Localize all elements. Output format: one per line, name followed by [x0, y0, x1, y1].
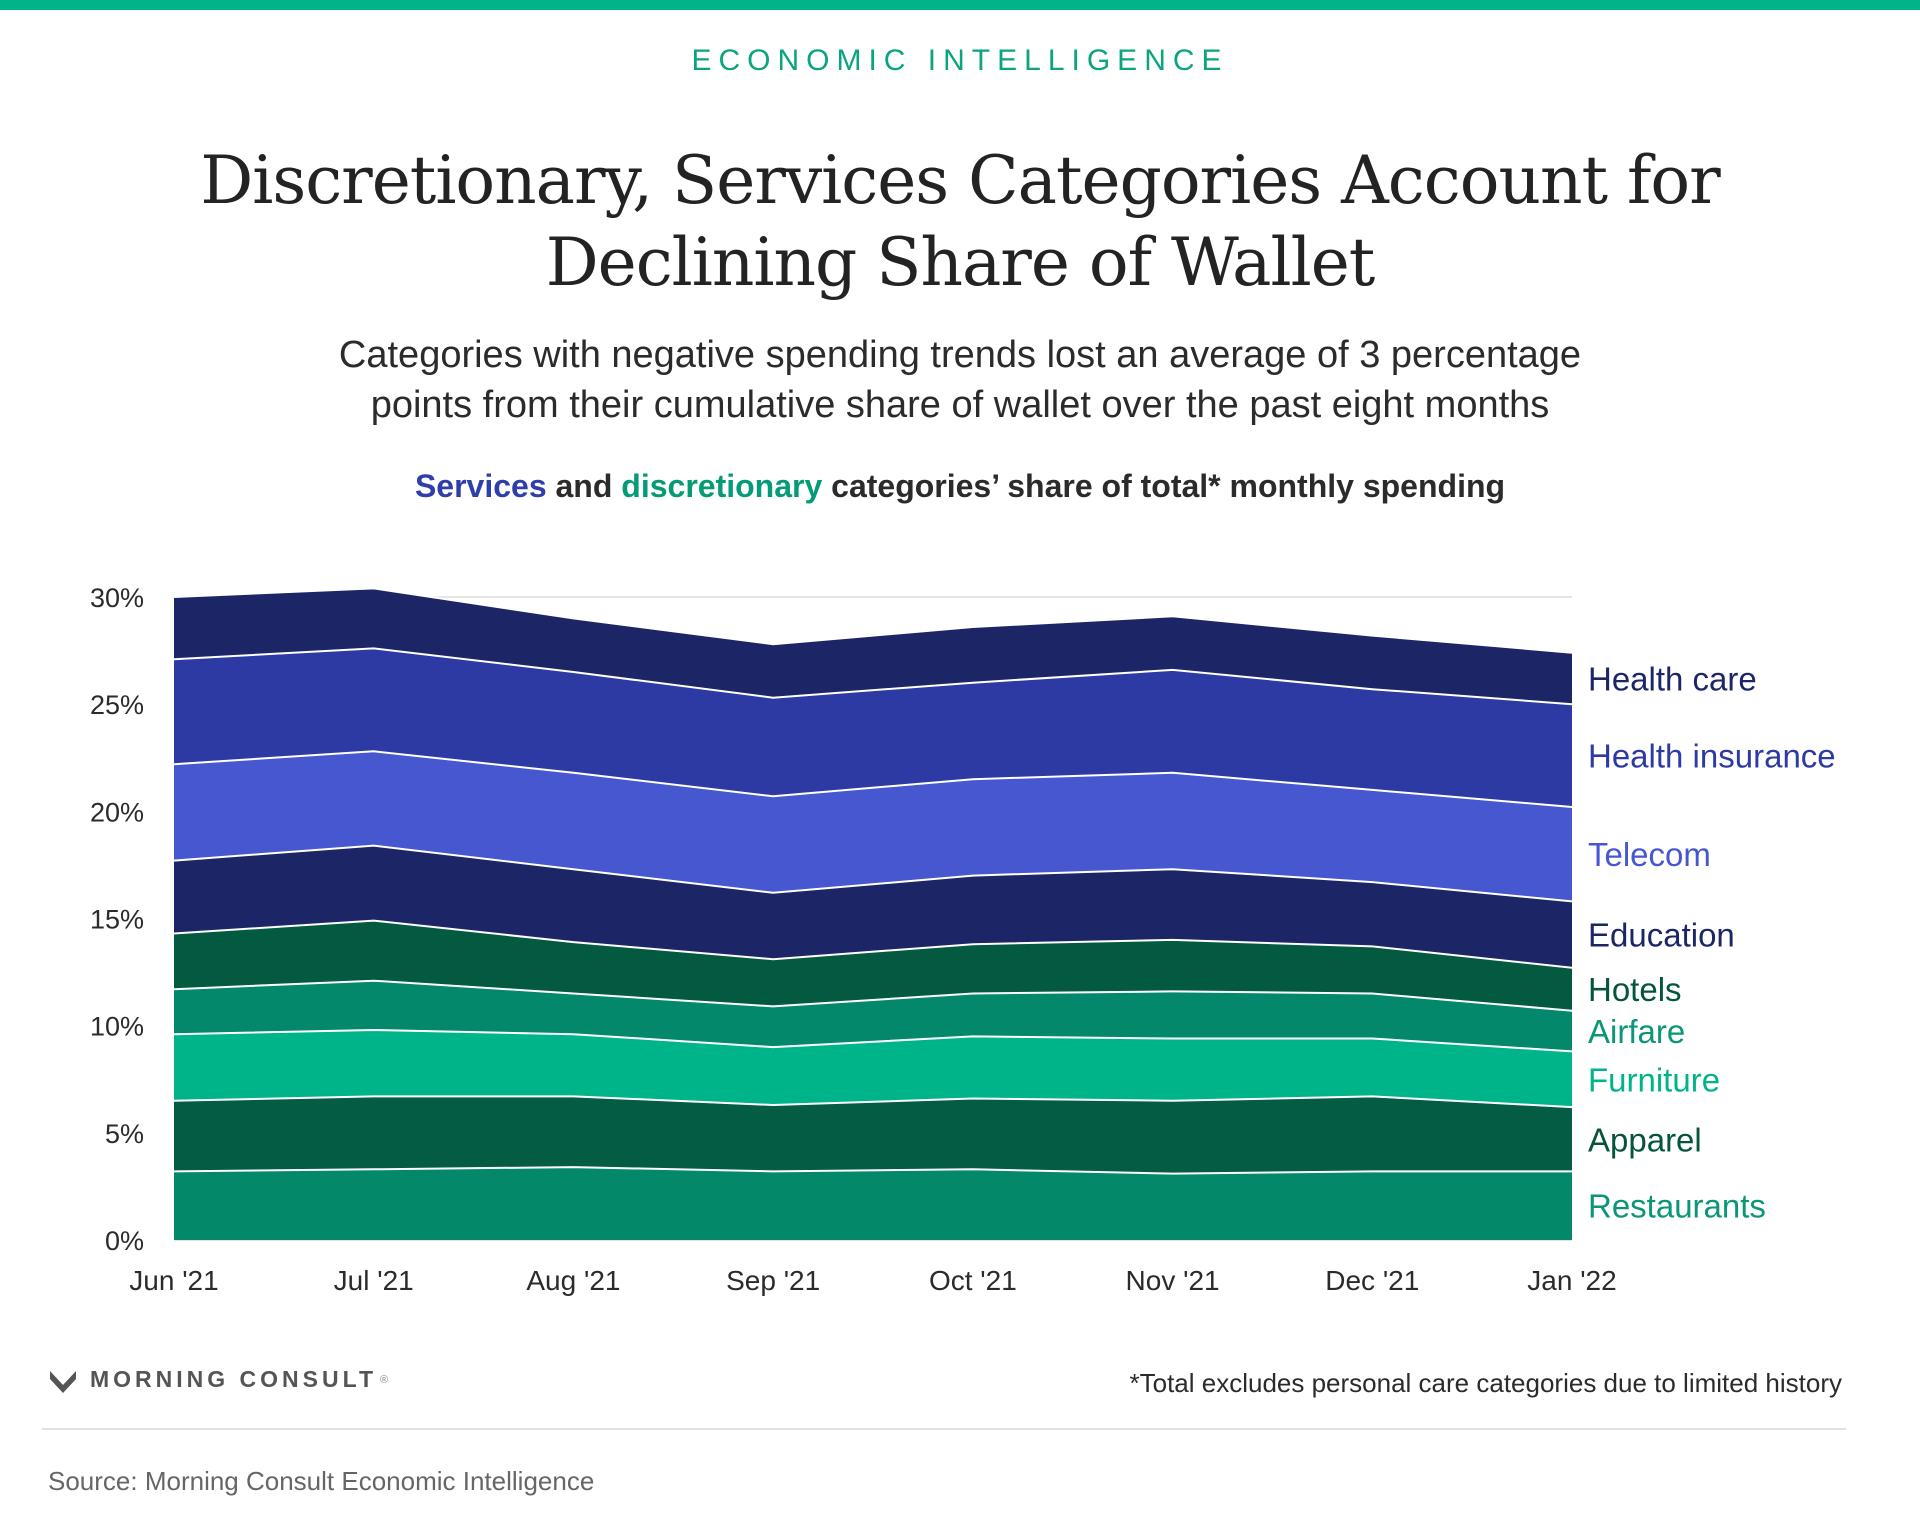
heading-rest: categories’ share of total* monthly spen… — [822, 468, 1506, 504]
y-tick-label: 15% — [90, 905, 144, 935]
separator-line — [173, 844, 1573, 903]
series-label-restaurants: Restaurants — [1588, 1188, 1766, 1225]
area-layer — [174, 588, 1572, 1240]
separator-line — [173, 1166, 1572, 1175]
y-tick-label: 20% — [90, 797, 144, 827]
stacked-area-chart: 0% 5% 10% 15% 20% 25% 30% Jun '21 Jul '21 Aug '2… — [90, 583, 1836, 1296]
area-health-care — [174, 588, 1572, 705]
x-tick-label: Jun '21 — [129, 1265, 218, 1296]
series-label-furniture: Furniture — [1588, 1061, 1720, 1098]
series-labels: Restaurants Apparel Furniture Airfare Hotels… — [1588, 660, 1836, 1224]
chart-title: Discretionary, Services Categories Accou… — [160, 140, 1760, 304]
chart-subtitle-line-1: Categories with negative spending trends… — [338, 334, 1582, 376]
separator-line — [173, 919, 1573, 969]
x-tick-label: Oct '21 — [929, 1265, 1017, 1296]
area-restaurants — [174, 1167, 1572, 1240]
area-airfare — [174, 980, 1572, 1052]
footnote: *Total excludes personal care categories… — [1129, 1368, 1843, 1398]
y-tick-label: 0% — [105, 1226, 144, 1256]
x-axis-ticks: Jun '21 Jul '21 Aug '21 Sep '21 Oct '21 Nov '… — [129, 1265, 1616, 1296]
brand-logo: MORNING CONSULT ® — [48, 1366, 388, 1393]
y-tick-label: 5% — [105, 1119, 144, 1149]
morning-consult-logo-icon — [50, 1370, 76, 1393]
y-tick-label: 30% — [90, 583, 144, 613]
area-hotels — [174, 920, 1572, 1011]
x-tick-label: Jan '22 — [1527, 1265, 1616, 1296]
chart-subtitle-line-2: points from their cumulative share of wa… — [370, 384, 1550, 426]
separator-line — [173, 647, 1573, 706]
separator-line-layer — [173, 587, 1573, 1175]
series-label-education: Education — [1588, 917, 1735, 954]
series-label-health-insurance: Health insurance — [1588, 738, 1836, 775]
series-label-health-care: Health care — [1588, 660, 1757, 697]
brand-name: MORNING CONSULT — [90, 1366, 378, 1392]
series-label-airfare: Airfare — [1588, 1013, 1685, 1050]
footer-divider — [42, 1428, 1846, 1430]
y-tick-label: 25% — [90, 690, 144, 720]
series-label-apparel: Apparel — [1588, 1121, 1702, 1158]
separator-line — [173, 979, 1573, 1012]
series-label-hotels: Hotels — [1588, 971, 1682, 1008]
brand-trademark: ® — [380, 1373, 389, 1386]
heading-discretionary-keyword: discretionary — [621, 468, 823, 504]
chart-title-line-2: Declining Share of Wallet — [545, 224, 1376, 301]
separator-line — [173, 1095, 1573, 1109]
area-apparel — [174, 1096, 1572, 1174]
x-tick-label: Sep '21 — [726, 1265, 820, 1296]
x-tick-label: Dec '21 — [1325, 1265, 1419, 1296]
x-tick-label: Nov '21 — [1126, 1265, 1220, 1296]
y-axis-ticks: 0% 5% 10% 15% 20% 25% 30% — [90, 583, 144, 1256]
separator-line — [173, 587, 1573, 654]
area-telecom — [174, 751, 1572, 902]
y-tick-label: 10% — [90, 1012, 144, 1042]
separator-line — [173, 750, 1573, 808]
area-furniture — [174, 1030, 1572, 1108]
heading-services-keyword: Services — [414, 468, 547, 504]
chart-subtitle: Categories with negative spending trends… — [160, 330, 1760, 430]
chart-title-line-1: Discretionary, Services Categories Accou… — [200, 142, 1720, 219]
area-education — [174, 845, 1572, 968]
series-label-telecom: Telecom — [1588, 836, 1711, 873]
x-tick-label: Aug '21 — [526, 1265, 620, 1296]
chart-heading: Services and discretionary categories’ s… — [160, 468, 1760, 505]
separator-line — [173, 1028, 1573, 1053]
source-note: Source: Morning Consult Economic Intelli… — [48, 1466, 595, 1496]
heading-and: and — [546, 468, 622, 504]
top-accent-bar — [0, 0, 1920, 10]
x-tick-label: Jul '21 — [334, 1265, 414, 1296]
eyebrow-label: ECONOMIC INTELLIGENCE — [691, 44, 1229, 77]
